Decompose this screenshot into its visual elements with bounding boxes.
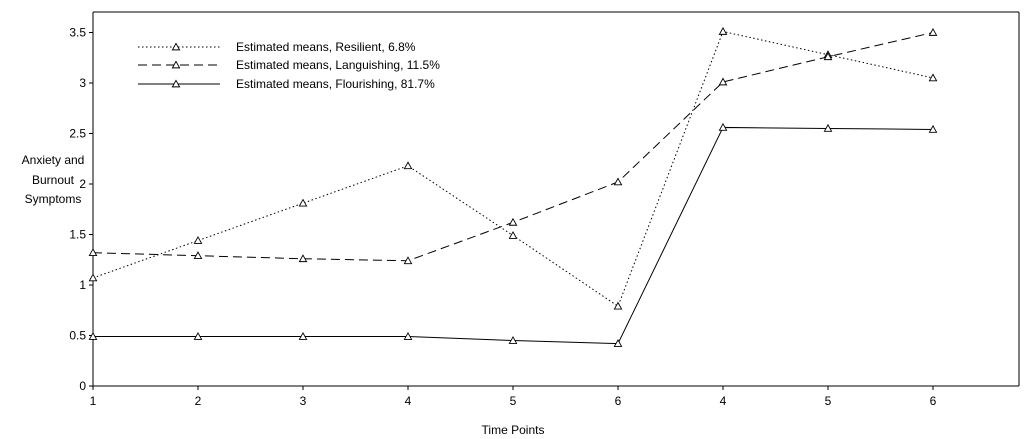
data-point-marker bbox=[508, 336, 518, 344]
data-point-marker bbox=[403, 161, 413, 170]
legend-label: Estimated means, Resilient, 6.8% bbox=[236, 40, 416, 54]
data-point-marker bbox=[298, 198, 308, 207]
data-point-marker bbox=[298, 331, 308, 340]
axis-ticks: 0 0.5 1 1.5 2 2.5 3 3.5 1 2 3 4 5 6 4 5 6 bbox=[69, 26, 936, 409]
data-point-marker bbox=[718, 77, 728, 86]
data-point-marker bbox=[613, 301, 623, 310]
x-tick-label: 4 bbox=[720, 394, 727, 408]
data-point-marker bbox=[403, 331, 413, 340]
data-point-marker bbox=[823, 52, 833, 61]
series-line bbox=[92, 30, 934, 307]
x-tick-label: 6 bbox=[615, 394, 622, 408]
series-dotted bbox=[88, 26, 938, 310]
data-point-marker bbox=[928, 27, 938, 36]
data-point-marker bbox=[718, 26, 728, 35]
legend-entry: Estimated means, Flourishing, 81.7% bbox=[138, 77, 435, 91]
series-dashed bbox=[88, 27, 938, 265]
data-point-marker bbox=[193, 331, 203, 340]
y-axis-title: Anxiety and Burnout Symptoms bbox=[22, 153, 85, 206]
y-axis-title-line-2: Burnout bbox=[32, 173, 75, 187]
legend-marker bbox=[171, 42, 181, 51]
y-axis-title-line-1: Anxiety and bbox=[22, 153, 85, 167]
data-point-marker bbox=[823, 123, 833, 132]
data-point-marker bbox=[88, 273, 98, 282]
series-solid bbox=[88, 122, 938, 347]
y-tick-label: 1 bbox=[79, 278, 86, 292]
data-point-marker bbox=[928, 73, 938, 82]
data-point-marker bbox=[718, 122, 728, 131]
y-tick-label: 0 bbox=[79, 379, 86, 393]
legend-marker bbox=[171, 60, 181, 69]
data-point-marker bbox=[193, 236, 203, 244]
data-point-marker bbox=[508, 230, 518, 239]
series-layer bbox=[88, 26, 938, 347]
y-tick-label: 0.5 bbox=[69, 329, 86, 343]
y-tick-label: 1.5 bbox=[69, 228, 86, 242]
axes bbox=[92, 11, 1020, 387]
legend-entry: Estimated means, Resilient, 6.8% bbox=[138, 40, 416, 54]
y-axis-title-line-3: Symptoms bbox=[25, 192, 82, 206]
y-tick-label: 3 bbox=[79, 76, 86, 90]
data-point-marker bbox=[403, 256, 413, 265]
x-tick-label: 3 bbox=[300, 394, 307, 408]
data-point-marker bbox=[928, 124, 938, 133]
x-tick-label: 2 bbox=[195, 394, 202, 408]
legend-label: Estimated means, Languishing, 11.5% bbox=[236, 58, 440, 72]
x-tick-label: 4 bbox=[405, 394, 412, 408]
data-point-marker bbox=[508, 217, 518, 226]
data-point-marker bbox=[613, 177, 623, 186]
x-tick-label: 1 bbox=[90, 394, 97, 408]
x-axis-title: Time Points bbox=[482, 423, 545, 437]
data-point-marker bbox=[298, 254, 308, 263]
x-tick-label: 5 bbox=[510, 394, 517, 408]
legend: Estimated means, Resilient, 6.8% Estimate… bbox=[138, 40, 440, 91]
y-tick-label: 2 bbox=[79, 177, 86, 191]
data-point-marker bbox=[193, 251, 203, 260]
data-point-marker bbox=[88, 248, 98, 257]
legend-marker bbox=[171, 79, 181, 88]
legend-entry: Estimated means, Languishing, 11.5% bbox=[138, 58, 440, 72]
y-tick-label: 2.5 bbox=[69, 127, 86, 141]
series-line bbox=[92, 32, 934, 262]
y-tick-label: 3.5 bbox=[69, 26, 86, 40]
x-tick-label: 6 bbox=[930, 394, 937, 408]
legend-label: Estimated means, Flourishing, 81.7% bbox=[236, 77, 435, 91]
x-tick-label: 5 bbox=[825, 394, 832, 408]
data-point-marker bbox=[88, 331, 98, 340]
data-point-marker bbox=[613, 339, 623, 347]
